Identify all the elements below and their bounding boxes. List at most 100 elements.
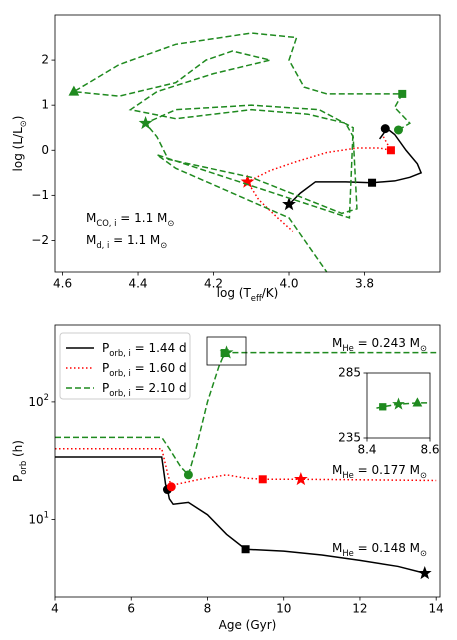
annotation-part: ⊙ xyxy=(420,470,427,480)
annotation-part: = 1.1 M xyxy=(116,211,167,225)
x-axis-label-part: /K) xyxy=(262,286,279,300)
x-tick-label: 8 xyxy=(204,602,212,616)
plot-area xyxy=(55,15,440,272)
y-tick-label: 0 xyxy=(41,143,49,157)
y-tick-label: 2 xyxy=(41,53,49,67)
x-tick-label: 8.6 xyxy=(420,443,439,457)
series-line xyxy=(55,447,437,488)
annotation-part: = 1.1 M xyxy=(109,233,160,247)
marker-square xyxy=(386,146,395,155)
zoom-box xyxy=(206,336,247,366)
annotation: MHe = 0.148 M⊙ xyxy=(332,541,427,558)
marker-star xyxy=(138,115,153,130)
x-tick-label: 4 xyxy=(51,602,59,616)
legend-frame xyxy=(59,332,191,400)
x-tick-label: 4.2 xyxy=(204,277,223,291)
legend-label: Porb, i = 1.44 d xyxy=(102,341,187,358)
y-axis-label-part: ) xyxy=(11,116,25,121)
marker-square xyxy=(258,475,267,484)
legend-label-part: orb, i xyxy=(109,388,131,398)
legend-label-part: orb, i xyxy=(109,348,131,358)
annotation-part: He xyxy=(342,548,353,558)
y-tick-label: −2 xyxy=(31,233,49,247)
annotation-part: M xyxy=(86,211,96,225)
marker-square xyxy=(241,545,250,554)
x-tick-label: 6 xyxy=(127,602,135,616)
y-axis-label-part: (h) xyxy=(11,440,25,461)
annotation-part: d, i xyxy=(96,240,109,250)
marker-circle xyxy=(393,125,403,135)
y-axis-label: Porb (h) xyxy=(11,440,28,482)
y-axis-label-part: log (L/L xyxy=(11,127,25,172)
annotation-part: M xyxy=(86,233,96,247)
annotation-part: CO, i xyxy=(96,218,116,228)
x-axis-label: log (Teff/K) xyxy=(217,286,279,303)
x-axis-label: Age (Gyr) xyxy=(219,618,277,632)
marker-star xyxy=(392,397,405,410)
annotation-part: = 0.148 M xyxy=(354,541,420,555)
y-axis-label-part: ⊙ xyxy=(18,120,28,127)
legend-label-part: P xyxy=(102,341,109,355)
marker-star xyxy=(282,197,296,211)
annotation-part: He xyxy=(342,343,353,353)
x-tick-label: 3.8 xyxy=(355,277,374,291)
legend-label-part: P xyxy=(102,381,109,395)
annotation-part: ⊙ xyxy=(167,218,174,228)
axes-frame xyxy=(366,372,431,439)
legend-label-part: orb, i xyxy=(109,368,131,378)
annotation-part: ⊙ xyxy=(160,240,167,250)
annotation: Md, i = 1.1 M⊙ xyxy=(86,233,167,250)
marker-triangle xyxy=(68,85,80,96)
y-tick-label-part: 1 xyxy=(44,509,49,519)
y-tick-label-part: 10 xyxy=(28,394,43,408)
marker-circle xyxy=(166,482,176,492)
axes-frame xyxy=(54,324,441,598)
x-axis-label-part: Age (Gyr) xyxy=(219,618,277,632)
y-axis-label: log (L/L⊙) xyxy=(11,116,28,172)
legend-label: Porb, i = 2.10 d xyxy=(102,381,187,398)
annotation: MHe = 0.243 M⊙ xyxy=(332,336,427,353)
y-tick-label: −1 xyxy=(31,188,49,202)
marker-star xyxy=(293,472,308,486)
annotation-part: M xyxy=(332,541,342,555)
x-axis-label-part: eff xyxy=(251,293,262,303)
y-axis-label-part: P xyxy=(11,475,25,482)
annotation-part: M xyxy=(332,463,342,477)
x-tick-label: 4.0 xyxy=(279,277,298,291)
annotation-part: = 0.243 M xyxy=(354,336,420,350)
legend-label-part: P xyxy=(102,361,109,375)
x-tick-label: 8.4 xyxy=(357,443,376,457)
marker-square xyxy=(398,89,407,98)
y-tick-label-part: 2 xyxy=(44,391,49,401)
x-axis-label-part: log (T xyxy=(217,286,252,300)
y-tick-label: 285 xyxy=(338,366,361,380)
marker-circle xyxy=(183,470,193,480)
x-tick-label: 12 xyxy=(352,602,367,616)
marker-square xyxy=(368,178,377,187)
legend-label-part: = 1.60 d xyxy=(131,361,187,375)
series-line xyxy=(55,351,437,477)
x-tick-label: 10 xyxy=(276,602,291,616)
y-tick-label: 235 xyxy=(338,431,361,445)
legend-label: Porb, i = 1.60 d xyxy=(102,361,187,378)
x-tick-label: 4.4 xyxy=(128,277,147,291)
annotation: MHe = 0.177 M⊙ xyxy=(332,463,427,480)
marker-circle xyxy=(380,124,390,134)
series-line xyxy=(71,32,411,273)
annotation-part: ⊙ xyxy=(420,343,427,353)
annotation-part: He xyxy=(342,470,353,480)
marker-star xyxy=(417,566,432,580)
annotation-part: ⊙ xyxy=(420,548,427,558)
y-tick-label: 1 xyxy=(41,98,49,112)
y-tick-label-part: 10 xyxy=(28,512,43,526)
y-tick-label: 102 xyxy=(28,391,49,408)
x-tick-label: 4.6 xyxy=(53,277,72,291)
annotation-part: M xyxy=(332,336,342,350)
annotation: MCO, i = 1.1 M⊙ xyxy=(86,211,174,228)
y-axis-label-part: orb xyxy=(18,461,28,475)
legend-label-part: = 2.10 d xyxy=(131,381,187,395)
marker-star xyxy=(219,345,234,359)
legend-label-part: = 1.44 d xyxy=(131,341,187,355)
